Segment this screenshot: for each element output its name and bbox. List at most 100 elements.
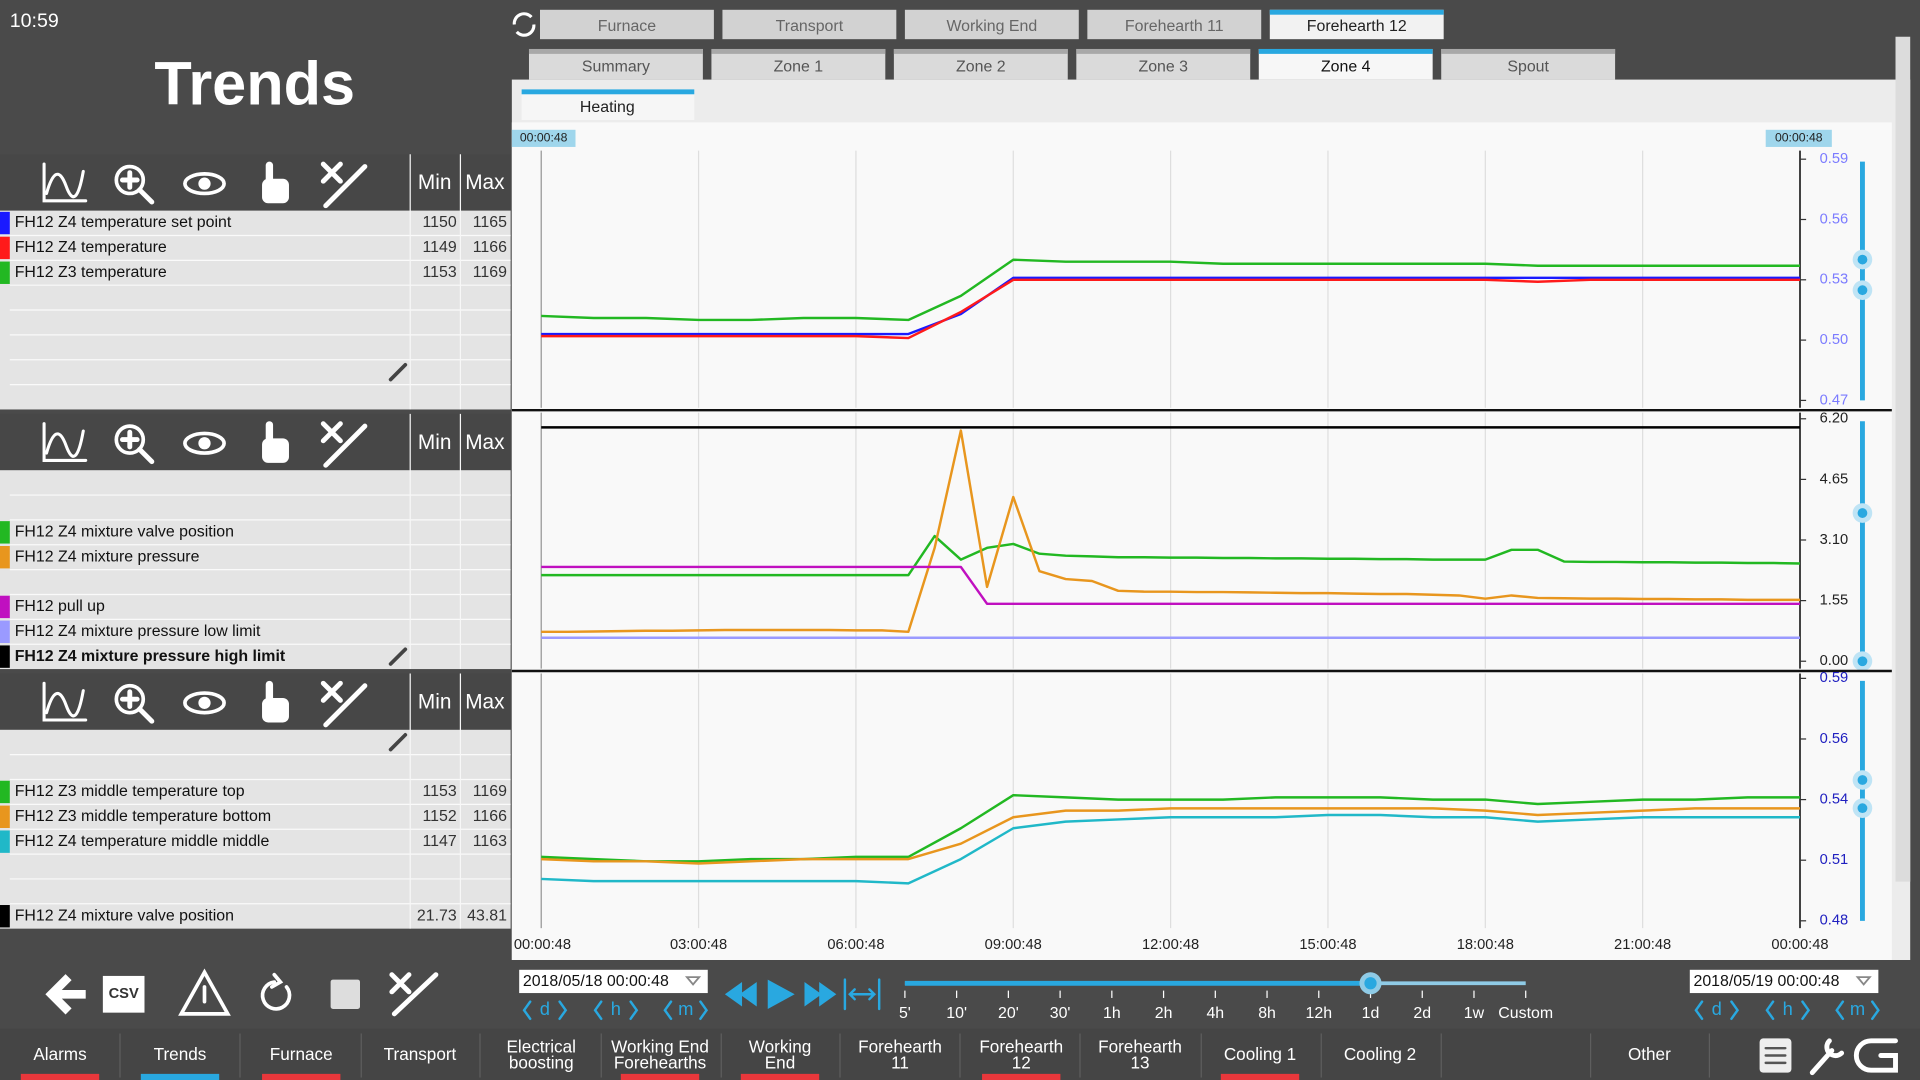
y-tick-label: 0.59 [1820, 151, 1849, 167]
csv-label[interactable]: CSV [109, 986, 139, 1002]
zone-tab[interactable] [528, 48, 703, 80]
y-tick-label: 0.48 [1820, 913, 1849, 929]
csv-button[interactable] [102, 975, 145, 1013]
nav-label[interactable]: Forehearth [858, 1037, 942, 1057]
zone-tab-label[interactable]: Summary [582, 59, 650, 76]
slider-knob[interactable] [1857, 775, 1868, 785]
eye-icon[interactable] [183, 172, 226, 196]
slider-knob[interactable] [1857, 656, 1868, 667]
slider-knob[interactable] [1857, 508, 1868, 518]
nav-label[interactable]: Electrical [506, 1037, 575, 1057]
range-label[interactable]: 4h [1206, 1005, 1224, 1022]
zone-tab[interactable] [893, 48, 1068, 80]
nav-label[interactable]: boosting [509, 1053, 574, 1073]
nav-label[interactable]: Transport [384, 1044, 457, 1064]
step-unit[interactable]: h [1783, 998, 1793, 1019]
forward-button[interactable] [804, 982, 837, 1007]
tab[interactable] [722, 9, 897, 40]
nav-label[interactable]: 13 [1130, 1053, 1149, 1073]
range-label[interactable]: 2h [1155, 1005, 1173, 1022]
zone-tab[interactable] [1258, 48, 1433, 80]
zone-tab-label[interactable]: Zone 1 [774, 59, 824, 76]
series-min: 1149 [423, 239, 457, 256]
hand-icon[interactable] [262, 697, 289, 723]
nav-label[interactable]: 11 [891, 1053, 909, 1073]
zone-tab[interactable] [1441, 48, 1616, 80]
range-label[interactable]: 1w [1464, 1005, 1485, 1022]
range-label[interactable]: 2d [1413, 1005, 1431, 1022]
zoom-icon[interactable] [114, 164, 146, 196]
series-min: 1153 [423, 264, 457, 281]
zone-tab-label[interactable]: Zone 2 [956, 59, 1006, 76]
nav-label[interactable]: Furnace [270, 1044, 333, 1064]
nav-label[interactable]: Working [749, 1037, 812, 1057]
sub-tab[interactable] [521, 89, 695, 120]
nav-label[interactable]: Cooling 1 [1224, 1044, 1296, 1064]
play-button[interactable] [767, 979, 795, 1009]
hand-icon[interactable] [262, 438, 289, 463]
nav-label[interactable]: Cooling 2 [1344, 1044, 1416, 1064]
trend-line [541, 258, 1800, 322]
tab[interactable] [540, 9, 714, 40]
trend-line [541, 278, 1800, 340]
zone-tab-label[interactable]: Zone 3 [1138, 59, 1188, 76]
range-label[interactable]: 30' [1050, 1005, 1071, 1022]
hand-icon[interactable] [262, 178, 289, 204]
nav-label[interactable]: End [765, 1053, 795, 1073]
step-back [1694, 1000, 1704, 1020]
tab-label[interactable]: Forehearth 12 [1307, 18, 1407, 35]
tab[interactable] [1087, 9, 1262, 40]
eye-icon[interactable] [183, 431, 226, 455]
step-unit[interactable]: m [1850, 998, 1865, 1019]
tab-label[interactable]: Transport [776, 18, 844, 35]
zone-tab[interactable] [1076, 48, 1251, 80]
nav-label[interactable]: Forehearth [979, 1037, 1063, 1057]
tab[interactable] [1269, 9, 1444, 40]
step-unit[interactable]: d [1712, 998, 1722, 1019]
tab-label[interactable]: Working End [946, 18, 1037, 35]
range-label[interactable]: 1h [1103, 1005, 1121, 1022]
zone-tab-label[interactable]: Zone 4 [1321, 59, 1371, 76]
tab[interactable] [904, 9, 1079, 40]
zoom-icon[interactable] [114, 683, 146, 715]
tab-label[interactable]: Forehearth 11 [1125, 18, 1224, 35]
nav-label[interactable]: Trends [154, 1044, 207, 1064]
refresh-icon[interactable] [512, 12, 536, 37]
series-min: 1152 [423, 808, 457, 825]
slider-knob[interactable] [1857, 285, 1868, 296]
tab-label[interactable]: Furnace [598, 18, 657, 35]
date-field[interactable] [519, 969, 708, 994]
range-label[interactable]: 20' [998, 1005, 1019, 1022]
sub-tab-label[interactable]: Heating [580, 99, 635, 116]
rewind-button[interactable] [724, 982, 757, 1007]
date-value[interactable]: 2018/05/19 00:00:48 [1693, 973, 1839, 990]
range-label[interactable]: 10' [946, 1005, 967, 1022]
range-label[interactable]: Custom [1498, 1005, 1553, 1022]
step-unit[interactable]: m [678, 998, 693, 1019]
range-label[interactable]: 5' [899, 1005, 911, 1022]
step-unit[interactable]: d [540, 998, 550, 1019]
range-label[interactable]: 12h [1306, 1005, 1333, 1022]
date-field[interactable] [1689, 969, 1879, 994]
eye-icon[interactable] [183, 691, 226, 715]
slider-knob[interactable] [1857, 803, 1868, 814]
nav-label[interactable]: Forehearth [1098, 1037, 1182, 1057]
step-unit[interactable]: h [611, 998, 621, 1019]
nav-label[interactable]: Working End [611, 1037, 709, 1057]
trend-line [541, 534, 1801, 577]
zoom-icon[interactable] [114, 424, 146, 455]
slider-knob[interactable] [1857, 254, 1868, 265]
eye-pupil [198, 696, 211, 709]
zone-tab[interactable] [711, 48, 886, 80]
date-value[interactable]: 2018/05/18 00:00:48 [523, 973, 669, 990]
nav-label[interactable]: Other [1628, 1044, 1671, 1064]
y-tick-label: 0.59 [1820, 670, 1849, 686]
save-icon[interactable] [330, 979, 360, 1009]
range-label[interactable]: 8h [1258, 1005, 1276, 1022]
range-label[interactable]: 1d [1362, 1005, 1380, 1022]
nav-label[interactable]: Forehearths [614, 1053, 706, 1073]
nav-label[interactable]: 12 [1012, 1053, 1031, 1073]
zone-tab-label[interactable]: Spout [1507, 59, 1549, 76]
nav-label[interactable]: Alarms [33, 1044, 86, 1064]
edit-icon [320, 161, 368, 209]
